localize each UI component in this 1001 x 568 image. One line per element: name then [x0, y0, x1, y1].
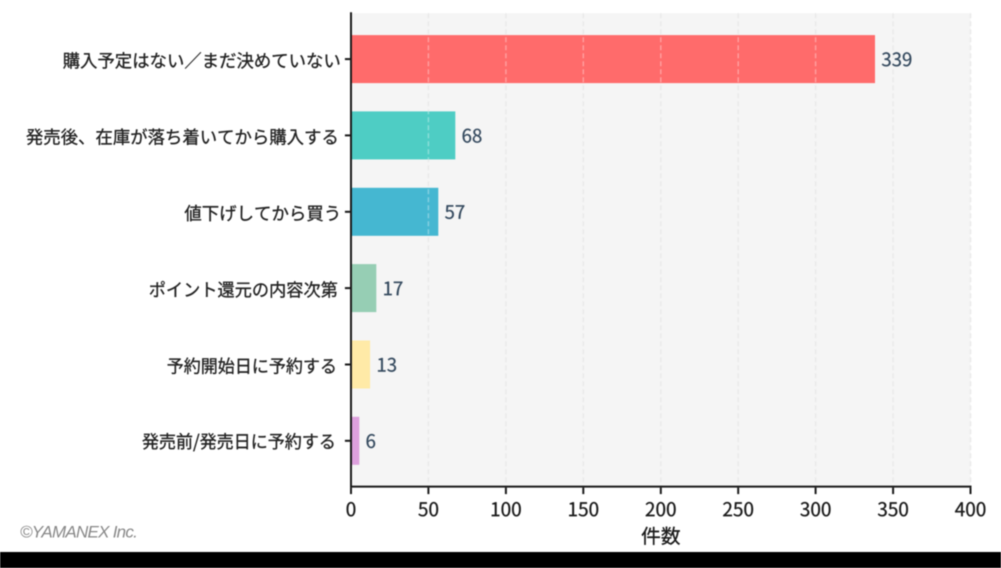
svg-text:©YAMANEX Inc.: ©YAMANEX Inc.: [20, 523, 137, 542]
